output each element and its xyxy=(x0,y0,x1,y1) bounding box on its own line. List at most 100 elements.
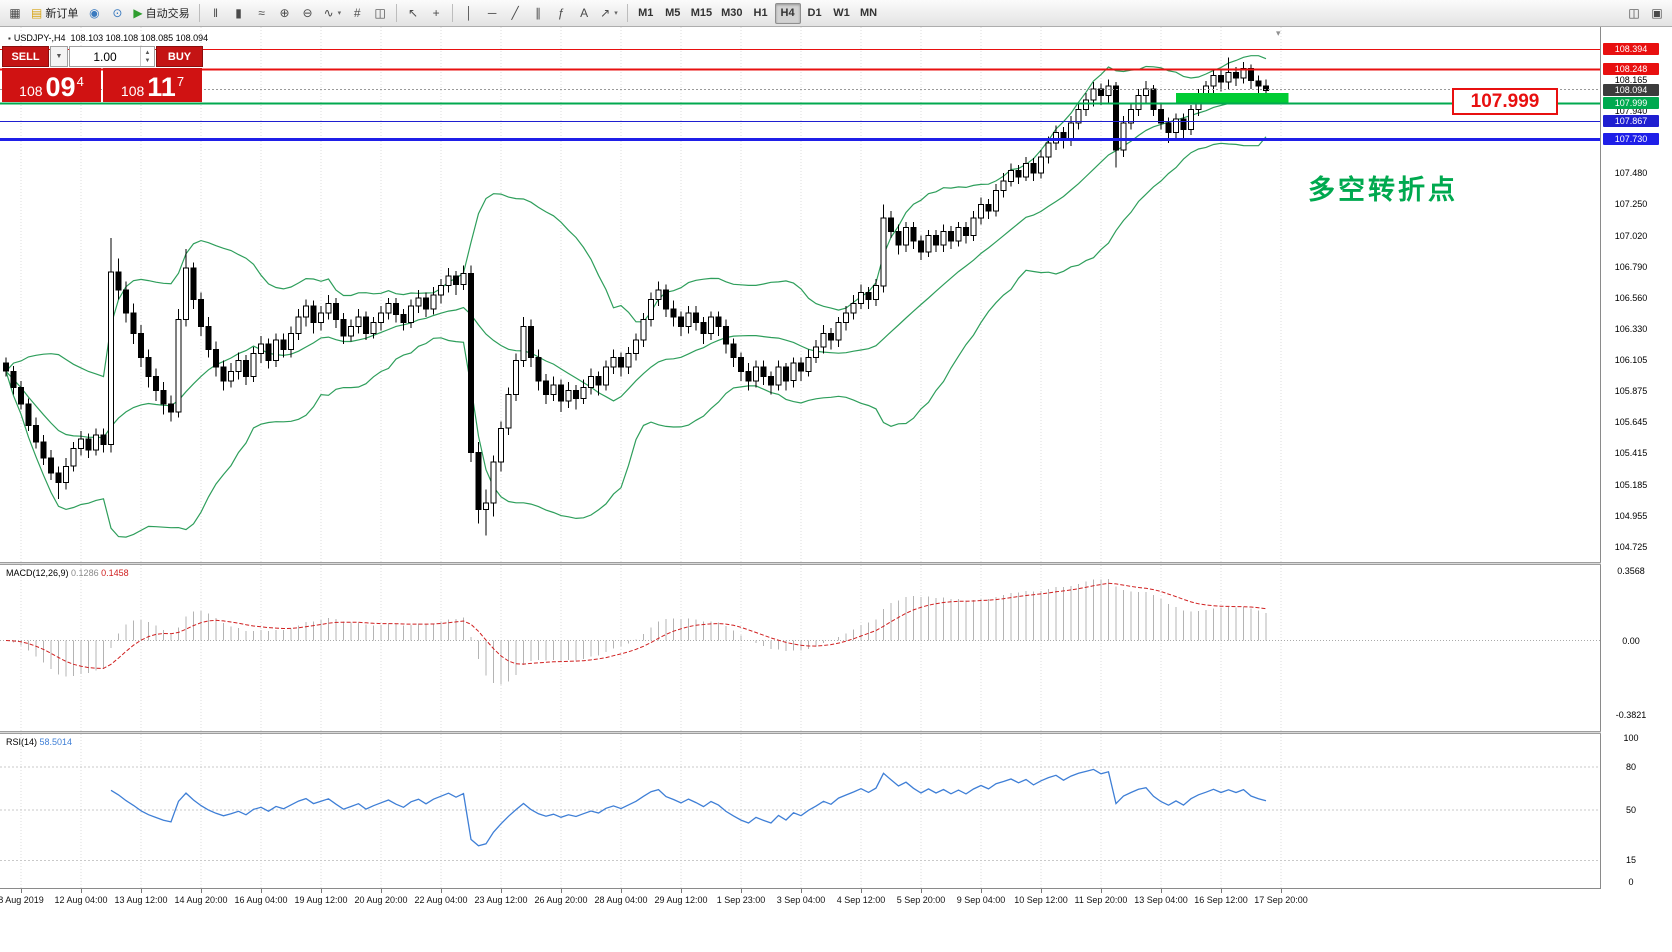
price-tick-label: 105.415 xyxy=(1614,448,1648,459)
trendline-icon[interactable]: ╱ xyxy=(504,3,526,24)
horizontal-line-icon[interactable]: ─ xyxy=(481,3,503,24)
toolbar-separator xyxy=(452,4,454,22)
text-icon[interactable]: A xyxy=(573,3,595,24)
candlestick-chart-icon[interactable]: ▮ xyxy=(228,3,250,24)
rsi-axis-label: 50 xyxy=(1625,805,1636,815)
time-axis-label: 17 Sep 20:00 xyxy=(1254,895,1308,905)
price-pane[interactable] xyxy=(0,27,1600,562)
time-tick xyxy=(1161,889,1162,893)
zoom-in-icon[interactable]: ⊕ xyxy=(274,3,296,24)
new-chart-icon[interactable]: ▦ xyxy=(4,3,26,24)
price-tick-label: 105.645 xyxy=(1614,417,1648,428)
timeframe-w1[interactable]: W1 xyxy=(829,3,855,24)
fibonacci-icon[interactable]: ƒ xyxy=(550,3,572,24)
timeframe-m5[interactable]: M5 xyxy=(660,3,686,24)
time-tick xyxy=(261,889,262,893)
stepper-down-icon: ▼ xyxy=(144,57,151,64)
time-axis-label: 4 Sep 12:00 xyxy=(836,895,886,905)
tile-windows-icon[interactable]: ◫ xyxy=(369,3,391,24)
bid-price[interactable]: 108 09 4 xyxy=(2,68,101,102)
price-level-label: 107.730 xyxy=(1603,133,1659,146)
timeframe-mn[interactable]: MN xyxy=(856,3,882,24)
rsi-indicator-label: RSI(14) 58.5014 xyxy=(6,737,72,747)
volume-input[interactable] xyxy=(70,47,140,66)
timeframe-m15-label: M15 xyxy=(690,7,713,19)
macd-value-signal: 0.1458 xyxy=(101,568,129,578)
volume-stepper[interactable]: ▲ ▼ xyxy=(140,47,154,66)
time-tick xyxy=(201,889,202,893)
time-axis-label: 13 Aug 12:00 xyxy=(114,895,168,905)
chart-window: 8 Aug 2019 12 Aug 04:00 13 Aug 12:00 14 Aug… xyxy=(0,27,1672,952)
rsi-axis-label: 80 xyxy=(1625,761,1636,772)
time-tick xyxy=(921,889,922,893)
autotrading-button[interactable]: ▶ 自动交易 xyxy=(129,3,193,24)
zoom-out-icon[interactable]: ⊖ xyxy=(297,3,319,24)
line-chart-icon-glyph: ≈ xyxy=(258,6,265,20)
time-tick xyxy=(561,889,562,893)
time-axis-label: 16 Aug 04:00 xyxy=(234,895,288,905)
buy-button[interactable]: BUY xyxy=(156,46,203,67)
sell-button[interactable]: SELL xyxy=(2,46,49,67)
window-layout-icon[interactable]: ▣ xyxy=(1646,3,1668,24)
macd-indicator-label: MACD(12,26,9) 0.1286 0.1458 xyxy=(6,568,129,578)
pane-separator-macd[interactable] xyxy=(0,562,1660,565)
timeframe-m30[interactable]: M30 xyxy=(717,3,746,24)
rsi-pane[interactable] xyxy=(0,734,1600,888)
cursor-icon[interactable]: ↖ xyxy=(402,3,424,24)
timeframe-d1[interactable]: D1 xyxy=(802,3,828,24)
vertical-line-icon[interactable]: │ xyxy=(458,3,480,24)
crosshair-icon[interactable]: + xyxy=(425,3,447,24)
price-tick-label: 106.330 xyxy=(1614,324,1648,335)
time-tick xyxy=(981,889,982,893)
timeframe-m15[interactable]: M15 xyxy=(687,3,716,24)
price-tick-label: 107.250 xyxy=(1614,199,1648,210)
rsi-name: RSI(14) xyxy=(6,737,38,747)
pane-separator-rsi[interactable] xyxy=(0,731,1660,734)
time-axis-label: 3 Sep 04:00 xyxy=(776,895,826,905)
time-tick xyxy=(321,889,322,893)
chart-annotation-text[interactable]: 多空转折点 xyxy=(1308,175,1458,205)
window-restore-icon[interactable]: ◫ xyxy=(1623,3,1645,24)
price-tick-label: 106.560 xyxy=(1614,293,1648,303)
timeframe-h1[interactable]: H1 xyxy=(748,3,774,24)
time-tick xyxy=(861,889,862,893)
symbol-name: USDJPY-,H4 xyxy=(13,33,66,43)
profiles-icon[interactable]: ⊙ xyxy=(106,3,128,24)
arrows-icon[interactable]: ↗ ▾ xyxy=(596,3,622,24)
time-tick xyxy=(1281,889,1282,893)
toolbar-separator xyxy=(396,4,398,22)
equidistant-channel-icon[interactable]: ∥ xyxy=(527,3,549,24)
timeframe-h4[interactable]: H4 xyxy=(774,2,801,24)
time-axis-label: 13 Sep 04:00 xyxy=(1134,895,1188,905)
macd-pane[interactable] xyxy=(0,565,1600,731)
window-layout-icon-glyph: ▣ xyxy=(1651,6,1663,20)
time-axis-label: 8 Aug 2019 xyxy=(0,895,44,905)
timeframe-m1[interactable]: M1 xyxy=(633,3,659,24)
zoom-out-icon-glyph: ⊖ xyxy=(302,6,313,20)
time-axis-label: 1 Sep 23:00 xyxy=(716,895,766,905)
one-click-menu-button[interactable]: ▼ xyxy=(50,46,68,67)
indicators-icon[interactable]: ∿ ▾ xyxy=(320,3,346,24)
time-tick xyxy=(81,889,82,893)
time-axis-label: 5 Sep 20:00 xyxy=(896,895,946,905)
price-tick-label: 106.790 xyxy=(1614,261,1648,272)
toolbar: ▦ ▤ 新订单 ◉ ⊙ ▶ 自动交易 ‖ ▮ ≈ ⊕ ⊖ ∿ ▾ # ◫ ↖ + │ ─ ╱ ∥ ƒ A ↗ ▾ M1 M5 M15 M3… xyxy=(0,0,1672,27)
grid-icon[interactable]: # xyxy=(346,3,368,24)
candlestick-chart-icon-glyph: ▮ xyxy=(235,6,242,20)
new-order-button[interactable]: ▤ 新订单 xyxy=(27,3,82,24)
ask-price[interactable]: 108 11 7 xyxy=(103,68,202,102)
time-axis-label: 11 Sep 20:00 xyxy=(1074,895,1128,905)
timeframe-h1-label: H1 xyxy=(753,7,768,19)
time-axis[interactable]: 8 Aug 2019 12 Aug 04:00 13 Aug 12:00 14 Aug… xyxy=(0,888,1660,913)
time-tick xyxy=(1041,889,1042,893)
price-axis[interactable]: 108.165 107.940 107.480 107.250 107.020 106.7… xyxy=(1601,27,1661,912)
rsi-axis-label: 15 xyxy=(1625,855,1636,866)
charts-icon[interactable]: ◉ xyxy=(83,3,105,24)
bar-chart-icon[interactable]: ‖ xyxy=(205,3,227,24)
price-callout-box[interactable]: 107.999 xyxy=(1452,88,1558,115)
line-chart-icon[interactable]: ≈ xyxy=(251,3,273,24)
chart-shift-marker[interactable]: ▾ xyxy=(1276,28,1281,38)
macd-axis-label: 0.00 xyxy=(1622,635,1640,646)
